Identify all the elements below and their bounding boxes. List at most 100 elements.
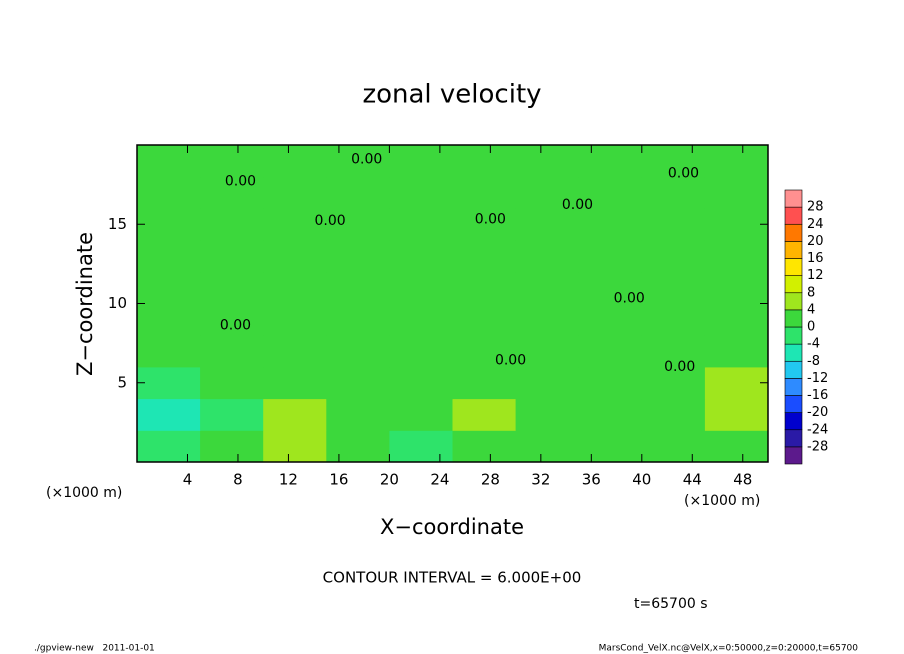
field-cell [389, 208, 453, 241]
contour-label: 0.00 [351, 151, 382, 167]
field-cell [578, 176, 643, 209]
field-cell [137, 208, 201, 241]
field-cell [641, 176, 706, 209]
field-cell [389, 430, 453, 463]
field-cell [578, 208, 643, 241]
field-cell [326, 208, 390, 241]
footer-right: MarsCond_VelX.nc@VelX,x=0:50000,z=0:2000… [599, 644, 859, 654]
x-tick-label: 16 [329, 471, 348, 489]
field-cell [641, 366, 706, 400]
field-cell [200, 366, 264, 400]
field-cell [326, 366, 390, 400]
field-cell [515, 145, 580, 178]
field-cell [200, 303, 264, 336]
y-tick-label: 15 [108, 215, 127, 233]
y-tick-label: 5 [117, 373, 127, 391]
field-cell [389, 145, 453, 178]
x-tick-label: 24 [430, 471, 449, 489]
field-cell [326, 335, 390, 368]
x-tick-label: 12 [279, 471, 298, 489]
footer-left: ./gpview-new 2011-01-01 [34, 644, 155, 654]
field-cell [263, 398, 327, 431]
field-cell [515, 398, 580, 431]
colorbar-box [784, 258, 803, 276]
contour-label: 0.00 [562, 197, 593, 213]
colorbar-box [784, 378, 803, 396]
field-cell [389, 240, 453, 273]
field-cell [263, 208, 327, 241]
y-unit: (×1000 m) [46, 485, 122, 501]
field-cell [263, 430, 327, 463]
field-cell [641, 271, 706, 304]
field-cell [452, 240, 517, 273]
colorbar-label: -24 [807, 422, 828, 437]
x-tick-label: 32 [531, 471, 550, 489]
field-cell [515, 366, 580, 400]
field-cell [515, 271, 580, 304]
field-cell [515, 335, 580, 368]
field-cell [200, 176, 264, 209]
colorbar-label: 4 [807, 302, 815, 317]
field [137, 145, 769, 463]
field-cell [704, 398, 769, 431]
x-tick-label: 44 [683, 471, 702, 489]
colorbar-label: 8 [807, 285, 815, 300]
field-cell [263, 303, 327, 336]
field-cell [641, 145, 706, 178]
colorbar-label: -16 [807, 388, 828, 403]
field-cell [641, 398, 706, 431]
field-cell [641, 430, 706, 463]
field-cell [515, 240, 580, 273]
field-cell [641, 335, 706, 368]
colorbar-box [784, 429, 803, 448]
x-axis-label: X−coordinate [380, 515, 524, 539]
x-tick-label: 40 [632, 471, 651, 489]
field-cell [704, 145, 769, 178]
field-cell [452, 176, 517, 209]
field-cell [704, 208, 769, 241]
field-cell [137, 240, 201, 273]
colorbar-box [784, 395, 803, 413]
colorbar-label: 24 [807, 217, 824, 232]
field-cell [704, 240, 769, 273]
field-cell [704, 303, 769, 336]
chart-title: zonal velocity [362, 80, 541, 110]
colorbar-box [784, 360, 803, 379]
field-cell [137, 176, 201, 209]
field-cell [452, 430, 517, 463]
field-cell [578, 240, 643, 273]
field-cell [326, 303, 390, 336]
field-cell [137, 366, 201, 400]
field-cell [263, 145, 327, 178]
field-cell [137, 271, 201, 304]
field-cell [452, 303, 517, 336]
field-cell [704, 430, 769, 463]
colorbar-label: -4 [807, 337, 820, 352]
field-cell [452, 335, 517, 368]
contour-label: 0.00 [220, 318, 251, 334]
field-cell [452, 398, 517, 431]
contour-interval: CONTOUR INTERVAL = 6.000E+00 [323, 569, 582, 587]
field-cell [263, 240, 327, 273]
colorbar-box [784, 206, 803, 225]
colorbar-box [784, 309, 803, 328]
contour-label: 0.00 [475, 211, 506, 227]
contour-label: 0.00 [614, 291, 645, 307]
colorbar-label: -8 [807, 354, 820, 369]
x-tick-label: 8 [233, 471, 243, 489]
field-cell [389, 176, 453, 209]
field-cell [389, 366, 453, 400]
field-cell [704, 335, 769, 368]
field-cell [641, 303, 706, 336]
colorbar-box [784, 241, 803, 259]
field-cell [641, 240, 706, 273]
contour-label: 0.00 [668, 166, 699, 182]
field-cell [578, 398, 643, 431]
field-cell [704, 176, 769, 209]
x-tick-label: 20 [380, 471, 399, 489]
field-cell [452, 145, 517, 178]
colorbar-label: 0 [807, 320, 815, 335]
colorbar-label: -28 [807, 439, 828, 454]
field-cell [389, 271, 453, 304]
contour-label: 0.00 [495, 353, 526, 369]
